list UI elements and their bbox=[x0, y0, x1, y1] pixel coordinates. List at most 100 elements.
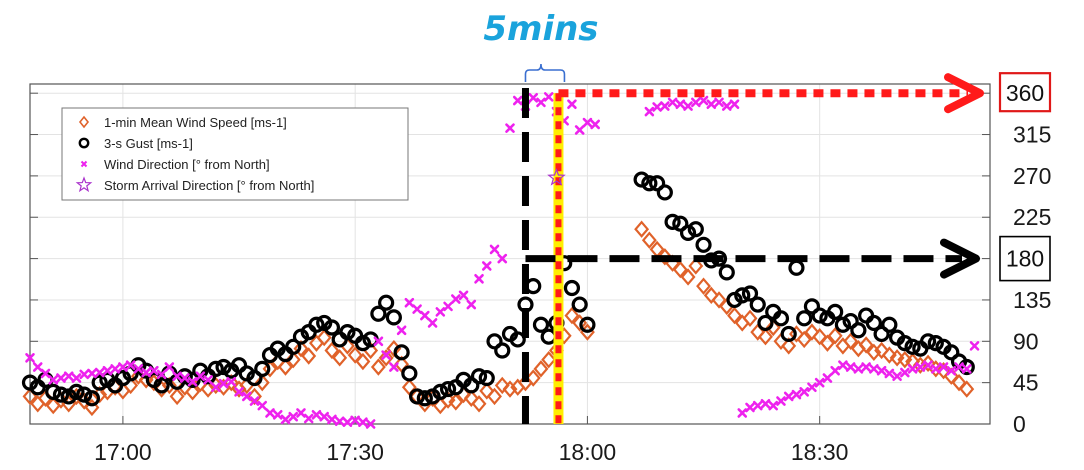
gust-point bbox=[52, 386, 70, 403]
direction-point bbox=[489, 244, 500, 255]
gust-point bbox=[641, 175, 658, 192]
gust-point bbox=[401, 365, 418, 382]
speed-point bbox=[324, 341, 340, 360]
speed-point bbox=[301, 347, 317, 365]
speed-point bbox=[819, 334, 835, 352]
speed-point bbox=[347, 346, 363, 364]
gust-point bbox=[803, 298, 821, 315]
direction-point bbox=[443, 301, 453, 312]
direction-point bbox=[907, 364, 918, 374]
series-wind-direction bbox=[25, 92, 980, 429]
direction-point bbox=[149, 365, 159, 376]
speed-point bbox=[641, 231, 657, 249]
gust-point bbox=[881, 316, 898, 333]
direction-point bbox=[79, 369, 89, 380]
speed-point bbox=[448, 393, 464, 411]
gust-point bbox=[927, 335, 944, 352]
direction-point bbox=[582, 117, 593, 128]
y-tick-label: 0 bbox=[1013, 411, 1026, 437]
direction-point bbox=[814, 377, 825, 388]
gust-point bbox=[215, 358, 232, 376]
direction-point bbox=[853, 364, 864, 374]
speed-point bbox=[812, 328, 828, 346]
arrow-360-icon bbox=[944, 73, 984, 114]
speed-point bbox=[843, 332, 859, 350]
direction-point bbox=[567, 99, 577, 110]
gust-point bbox=[509, 331, 526, 348]
speed-point bbox=[278, 358, 293, 376]
direction-point bbox=[884, 368, 895, 379]
speed-point bbox=[502, 380, 518, 398]
gust-point bbox=[486, 333, 503, 350]
gust-point bbox=[408, 388, 426, 405]
annotation-overlay: 360 180 5mins bbox=[483, 9, 1052, 425]
legend-marker-speed bbox=[78, 115, 90, 129]
direction-point bbox=[172, 371, 182, 382]
gust-point bbox=[563, 279, 581, 297]
gust-point bbox=[339, 324, 356, 341]
direction-point bbox=[807, 382, 817, 393]
speed-point bbox=[378, 349, 394, 367]
direction-point bbox=[481, 261, 492, 271]
direction-point bbox=[63, 371, 74, 382]
direction-point bbox=[512, 95, 523, 106]
speed-point bbox=[69, 387, 84, 406]
direction-point bbox=[420, 310, 430, 321]
speed-point bbox=[874, 341, 890, 360]
direction-point bbox=[311, 410, 322, 420]
gust-point bbox=[91, 374, 108, 391]
speed-point bbox=[169, 387, 185, 406]
y-tick-label: 135 bbox=[1013, 287, 1051, 313]
direction-point bbox=[869, 364, 879, 374]
direction-point bbox=[845, 362, 856, 372]
direction-point bbox=[280, 414, 291, 425]
speed-point bbox=[657, 248, 673, 266]
direction-point bbox=[667, 97, 678, 108]
gust-point bbox=[633, 171, 650, 188]
direction-point bbox=[760, 398, 771, 409]
x-tick-label: 17:00 bbox=[94, 439, 152, 465]
direction-point bbox=[954, 362, 964, 372]
direction-point bbox=[25, 353, 35, 363]
speed-point bbox=[758, 328, 773, 346]
gust-point bbox=[246, 369, 263, 387]
direction-point bbox=[32, 362, 43, 372]
speed-point bbox=[688, 257, 704, 275]
direction-point bbox=[830, 365, 840, 376]
direction-point bbox=[691, 97, 701, 108]
speed-point bbox=[703, 286, 719, 305]
interval-brace bbox=[524, 63, 566, 82]
gust-point bbox=[827, 303, 844, 320]
y-tick-label: 270 bbox=[1013, 163, 1051, 189]
interval-label: 5mins bbox=[483, 9, 598, 49]
gust-point bbox=[463, 377, 480, 394]
label-360-box bbox=[998, 72, 1052, 113]
gust-point bbox=[385, 309, 402, 326]
direction-point bbox=[706, 99, 717, 110]
speed-point bbox=[370, 358, 386, 376]
direction-point bbox=[698, 95, 709, 106]
direction-point bbox=[946, 365, 957, 376]
direction-point bbox=[783, 391, 794, 402]
gust-point bbox=[579, 316, 596, 333]
speed-point bbox=[161, 376, 177, 395]
speed-point bbox=[355, 352, 371, 371]
x-axis-ticks: 17:00 17:30 18:00 18:30 bbox=[94, 416, 848, 465]
direction-point bbox=[799, 387, 809, 397]
direction-point bbox=[915, 362, 926, 372]
direction-point bbox=[234, 387, 244, 397]
direction-point bbox=[497, 253, 508, 264]
storm-arrival-band bbox=[553, 93, 564, 425]
speed-point bbox=[316, 328, 332, 347]
direction-point bbox=[721, 101, 732, 111]
direction-point bbox=[381, 350, 391, 360]
direction-point bbox=[543, 92, 554, 102]
gust-point bbox=[532, 316, 550, 333]
direction-point bbox=[396, 325, 407, 336]
gust-point bbox=[904, 338, 921, 355]
gust-point bbox=[656, 184, 673, 201]
direction-point bbox=[156, 369, 167, 380]
speed-point bbox=[796, 330, 812, 349]
gust-point bbox=[393, 344, 410, 361]
speed-point bbox=[672, 260, 688, 279]
